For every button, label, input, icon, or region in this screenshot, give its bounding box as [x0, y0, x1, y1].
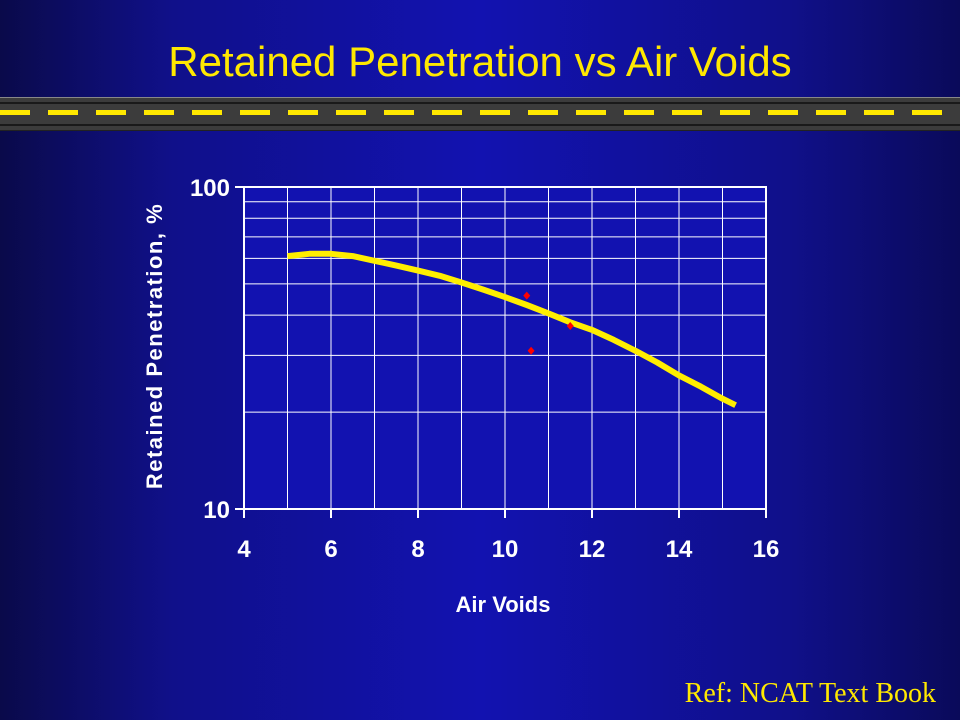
road-stripe-divider: [0, 97, 960, 131]
y-axis-label: Retained Penetration, %: [142, 203, 167, 489]
data-point-marker: [566, 322, 574, 331]
x-tick-label: 14: [666, 536, 693, 563]
road-edge-line: [0, 124, 960, 126]
chart-data: [287, 250, 737, 408]
x-tick-label: 8: [411, 536, 424, 563]
x-tick-label: 4: [237, 536, 251, 563]
x-tick-label: 12: [579, 536, 606, 563]
road-edge-line: [0, 102, 960, 104]
road-lane-dashes: [0, 110, 960, 115]
slide-title: Retained Penetration vs Air Voids: [168, 38, 792, 85]
x-tick-label: 10: [492, 536, 519, 563]
data-point-marker: [523, 291, 531, 300]
y-tick-label: 100: [190, 175, 230, 202]
data-point-marker: [527, 346, 535, 355]
reference-note: Ref: NCAT Text Book: [684, 678, 936, 709]
x-tick-label: 16: [753, 536, 780, 563]
y-tick-label: 10: [203, 497, 230, 524]
chart-grid: [244, 187, 766, 509]
x-axis-label: Air Voids: [456, 592, 551, 617]
chart-axes: 4 6 8 10 12 14 16 100 10: [190, 175, 779, 563]
trend-curve: [287, 250, 737, 408]
x-tick-label: 6: [324, 536, 337, 563]
